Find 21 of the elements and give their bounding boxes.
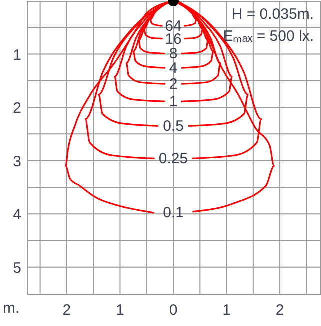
- annotation: H = 0.035m.: [232, 6, 314, 23]
- x-tick-label: 0: [169, 302, 178, 319]
- x-tick-label: 2: [276, 302, 284, 319]
- series-label: 0.1: [163, 204, 184, 222]
- series-label: 16: [165, 30, 182, 48]
- x-tick-label: 2: [62, 302, 72, 319]
- series-label: 8: [169, 46, 178, 63]
- y-tick-label: 2: [13, 100, 22, 118]
- x-tick-label: 1: [116, 302, 124, 319]
- series-label: 2: [169, 76, 178, 94]
- series-label: 0.25: [158, 150, 188, 168]
- x-axis-title: m.: [3, 300, 20, 317]
- y-tick-label: 1: [13, 46, 22, 64]
- y-tick-label: 3: [13, 153, 22, 170]
- y-tick-label: 5: [13, 260, 22, 277]
- series-label: 4: [169, 60, 178, 78]
- y-tick-label: 4: [13, 206, 22, 224]
- annotation: Eₘₐₓ = 500 lx.: [223, 28, 314, 45]
- x-tick-label: 1: [222, 302, 231, 319]
- series-label: 1: [169, 94, 178, 111]
- series-label: 0.5: [163, 118, 184, 136]
